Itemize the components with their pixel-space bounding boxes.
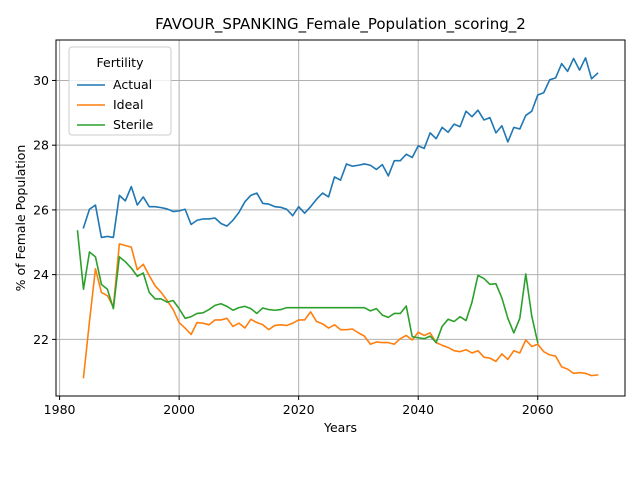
x-axis-label: Years — [323, 420, 357, 435]
series-lines — [76, 57, 599, 379]
y-axis-label: % of Female Population — [13, 145, 28, 292]
legend-box — [68, 46, 172, 136]
y-tick-label: 30 — [33, 73, 49, 88]
y-tick-label: 22 — [33, 332, 49, 347]
plot-area-frame — [55, 39, 626, 397]
grid-lines — [56, 40, 625, 396]
y-tick-label: 24 — [33, 267, 49, 282]
legend-label-sterile: Sterile — [113, 117, 154, 132]
x-tick-label: 2000 — [163, 402, 195, 417]
legend-title: Fertility — [97, 55, 145, 70]
x-tick-label: 2040 — [402, 402, 434, 417]
y-tick-label: 28 — [33, 138, 49, 153]
series-line-ideal — [82, 243, 599, 379]
chart-title: FAVOUR_SPANKING_Female_Population_scorin… — [155, 15, 526, 34]
series-line-actual — [82, 57, 599, 239]
legend-items: Actual Ideal Sterile — [77, 77, 154, 132]
y-tick-label: 26 — [33, 202, 49, 217]
x-tick-label: 2020 — [283, 402, 315, 417]
legend-label-ideal: Ideal — [113, 97, 143, 112]
x-tick-label: 1980 — [44, 402, 76, 417]
legend-label-actual: Actual — [113, 77, 152, 92]
axis-ticks: 1980 2000 2020 2040 2060 22 24 26 28 30 — [33, 73, 554, 417]
legend: Fertility Actual Ideal Sterile — [68, 46, 172, 136]
series-line-sterile — [76, 230, 539, 344]
x-tick-label: 2060 — [522, 402, 554, 417]
